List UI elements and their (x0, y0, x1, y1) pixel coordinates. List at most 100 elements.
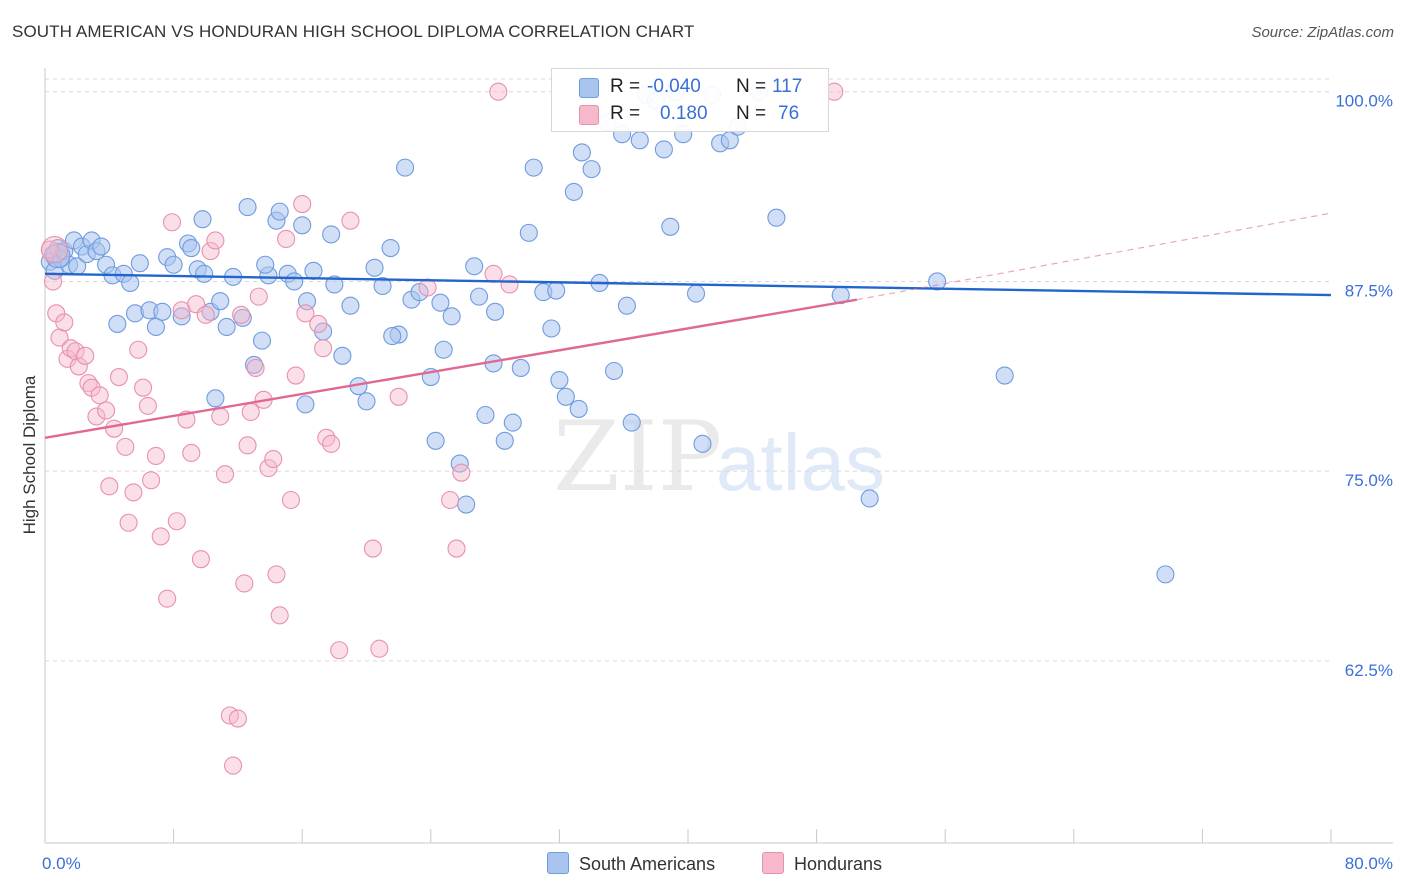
honduran-point (201, 242, 220, 261)
honduran-point (116, 437, 135, 456)
south-american-point (503, 413, 522, 432)
south-american-point (661, 217, 680, 236)
honduran-point (286, 366, 305, 385)
south-american-point (293, 216, 312, 235)
south-american-point (325, 275, 344, 294)
chart-source: Source: ZipAtlas.com (1251, 24, 1394, 41)
south-american-point (654, 140, 673, 159)
honduran-point (69, 357, 88, 376)
honduran-point (246, 358, 265, 378)
y-tick-label: 87.5% (1345, 281, 1393, 300)
south-american-point (333, 346, 352, 365)
watermark-atlas: atlas (716, 418, 885, 507)
honduran-point (129, 340, 148, 359)
honduran-point (238, 436, 257, 455)
y-tick-label: 100.0% (1335, 92, 1393, 111)
honduran-point (309, 314, 328, 333)
south-american-point (108, 314, 127, 333)
south-american-point (146, 317, 165, 337)
x-tick-label: 0.0% (42, 854, 81, 873)
honduran-point (330, 641, 349, 660)
honduran-point (134, 378, 153, 397)
south-american-point (569, 399, 588, 418)
south-american-point (547, 281, 566, 300)
south-american-point (1156, 565, 1175, 584)
honduran-point (206, 231, 225, 250)
south-american-point (195, 264, 214, 283)
south-american-point (396, 158, 415, 177)
south-american-point (693, 434, 712, 453)
honduran-point (322, 434, 341, 453)
axes (44, 68, 1393, 844)
hondurans-trend-line (44, 298, 857, 439)
honduran-point (158, 589, 177, 608)
watermark: ZIP atlas (553, 401, 885, 513)
bottom-legend-south-americans: South Americans (547, 852, 715, 875)
honduran-point (55, 313, 74, 332)
south-american-point (211, 292, 230, 311)
honduran-point (76, 346, 95, 365)
honduran-point (259, 459, 278, 478)
bottom-legend-swatch-blue (547, 852, 569, 874)
south-american-point (256, 255, 275, 274)
south-american-point (233, 308, 252, 327)
south-american-point (296, 395, 315, 414)
honduran-point (191, 550, 210, 569)
honduran-point (267, 565, 286, 584)
south-american-point (511, 358, 530, 378)
south-american-point (217, 317, 236, 337)
south-american-point (995, 366, 1014, 385)
south-american-point (686, 284, 706, 303)
honduran-point (389, 387, 408, 406)
honduran-point (270, 606, 289, 625)
south-american-point (630, 131, 649, 150)
south-american-point (252, 331, 272, 350)
honduran-point (41, 236, 69, 264)
south-american-point (244, 355, 264, 374)
honduran-point (138, 396, 157, 415)
south-american-point (285, 272, 304, 291)
south-american-point (357, 392, 376, 411)
south-american-point (582, 160, 601, 179)
honduran-point (314, 339, 333, 358)
trend-lines (44, 212, 1332, 439)
honduran-point (264, 449, 283, 469)
honduran-point (441, 490, 460, 510)
honduran-point (241, 402, 260, 422)
honduran-point (224, 756, 243, 775)
legend-n-value: 76 (778, 103, 800, 124)
south-american-point (431, 293, 450, 312)
y-tick-label: 62.5% (1345, 661, 1393, 680)
hondurans-trend-extension (856, 212, 1332, 301)
honduran-point (281, 490, 300, 510)
honduran-point (447, 539, 466, 558)
south-americans-points (40, 82, 1175, 584)
south-american-point (172, 307, 191, 326)
south-americans-trend-line (44, 272, 1332, 297)
south-american-point (556, 387, 575, 406)
south-american-point (550, 371, 569, 390)
south-american-point (767, 208, 786, 227)
south-american-point (322, 225, 341, 244)
south-american-point (617, 296, 636, 315)
honduran-point (363, 539, 382, 558)
south-american-point (238, 198, 257, 217)
honduran-point (293, 194, 312, 214)
south-american-point (193, 210, 212, 229)
honduran-point (489, 82, 508, 101)
south-american-point (383, 327, 402, 346)
x-tick-label: 80.0% (1345, 854, 1393, 873)
south-american-point (426, 431, 445, 450)
south-american-point (381, 239, 400, 258)
south-american-point (542, 319, 561, 338)
legend-r-label: R = (610, 103, 641, 124)
honduran-point (105, 419, 124, 438)
honduran-point (341, 211, 360, 230)
honduran-point (418, 278, 437, 297)
honduran-point (484, 264, 503, 283)
honduran-point (277, 229, 296, 248)
honduran-point (146, 446, 165, 466)
grid-lines (45, 78, 1331, 662)
honduran-point (124, 483, 143, 502)
